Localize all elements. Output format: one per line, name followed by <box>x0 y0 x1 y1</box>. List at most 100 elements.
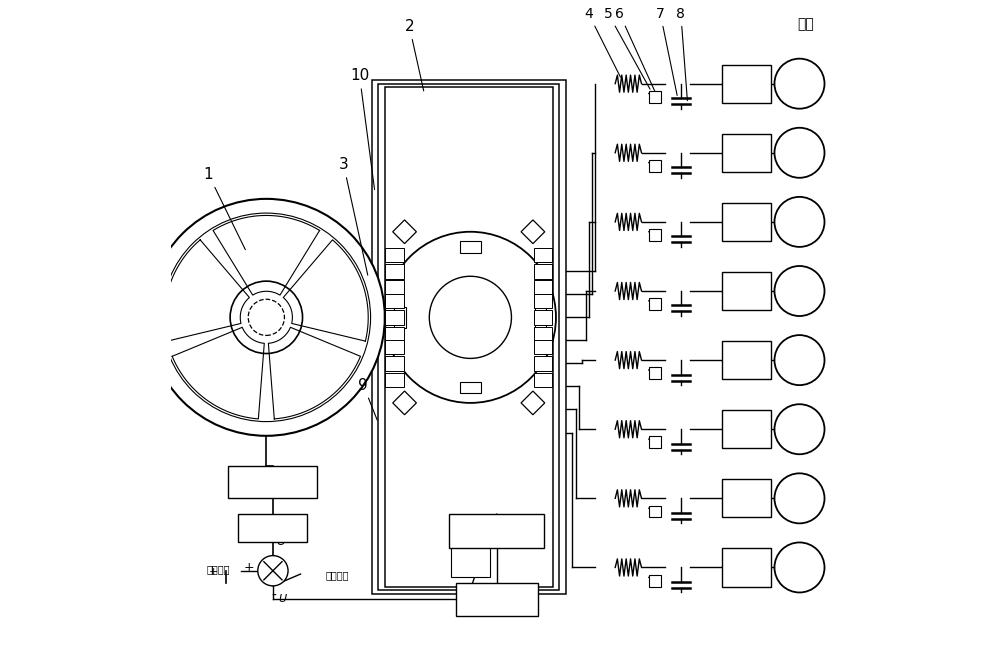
Circle shape <box>774 59 825 108</box>
Text: 10: 10 <box>350 68 375 190</box>
Bar <box>534 310 552 325</box>
Text: M3: M3 <box>790 217 809 227</box>
Bar <box>449 514 544 549</box>
Text: 逆变器: 逆变器 <box>737 355 756 365</box>
Circle shape <box>774 543 825 592</box>
Bar <box>534 356 552 371</box>
Text: 备用: 备用 <box>793 563 806 572</box>
Text: 1: 1 <box>204 167 245 250</box>
Text: *: * <box>287 534 292 544</box>
Circle shape <box>148 199 385 436</box>
Text: M4: M4 <box>790 286 809 296</box>
Bar <box>385 373 404 387</box>
Circle shape <box>162 213 371 422</box>
Text: +: + <box>243 561 254 574</box>
Bar <box>649 298 661 310</box>
Bar <box>460 381 481 393</box>
Circle shape <box>774 197 825 247</box>
Bar <box>385 280 404 295</box>
Bar <box>649 160 661 172</box>
Circle shape <box>774 405 825 454</box>
Text: U: U <box>276 535 285 548</box>
Bar <box>385 248 404 262</box>
Polygon shape <box>164 240 249 341</box>
Text: 6: 6 <box>615 7 657 96</box>
Bar <box>534 340 552 354</box>
Text: M5: M5 <box>790 355 809 365</box>
Circle shape <box>385 232 556 403</box>
Bar <box>534 373 552 387</box>
Bar <box>649 574 661 586</box>
Bar <box>649 229 661 241</box>
Text: 逆变器: 逆变器 <box>737 563 756 572</box>
Text: 逆变器: 逆变器 <box>737 217 756 227</box>
Bar <box>722 65 771 102</box>
Bar <box>534 293 552 308</box>
Text: 逆变器: 逆变器 <box>737 286 756 296</box>
Bar <box>385 327 404 341</box>
Bar <box>535 307 546 328</box>
Bar <box>722 549 771 586</box>
Text: 燃料调节机构: 燃料调节机构 <box>254 477 292 487</box>
Polygon shape <box>283 240 368 341</box>
Circle shape <box>774 266 825 316</box>
Bar <box>534 264 552 278</box>
Text: 其它: 其它 <box>793 493 806 503</box>
Circle shape <box>774 335 825 385</box>
Circle shape <box>230 281 303 354</box>
Bar <box>534 327 552 341</box>
Bar <box>649 506 661 518</box>
Circle shape <box>429 276 511 358</box>
Bar <box>451 531 490 577</box>
Bar <box>722 410 771 448</box>
Text: M2: M2 <box>790 148 809 158</box>
Bar <box>722 479 771 518</box>
Bar <box>722 341 771 379</box>
Bar <box>456 582 538 615</box>
Text: 2: 2 <box>405 19 424 91</box>
Text: PI调节器: PI调节器 <box>259 523 287 533</box>
Text: 逆变器: 逆变器 <box>737 79 756 89</box>
Text: +: + <box>209 566 218 576</box>
Bar <box>460 241 481 253</box>
Bar <box>722 272 771 310</box>
Text: 电压反馈: 电压反馈 <box>326 570 349 580</box>
Bar <box>385 356 404 371</box>
Text: 9: 9 <box>358 377 377 420</box>
Bar <box>372 81 566 594</box>
Text: 3: 3 <box>339 157 368 275</box>
Circle shape <box>248 299 284 335</box>
Text: 4: 4 <box>584 7 621 77</box>
Text: 逆变器: 逆变器 <box>737 148 756 158</box>
Circle shape <box>258 556 288 586</box>
Circle shape <box>774 473 825 524</box>
Text: 数据处理单元: 数据处理单元 <box>476 525 518 538</box>
Bar <box>722 203 771 241</box>
Bar <box>394 307 406 328</box>
Bar <box>385 293 404 308</box>
Bar <box>378 84 559 590</box>
Text: 负载: 负载 <box>798 17 814 32</box>
Bar <box>649 368 661 379</box>
Polygon shape <box>268 327 360 419</box>
Bar <box>385 264 404 278</box>
Text: 5: 5 <box>604 7 650 89</box>
Text: 电压给定: 电压给定 <box>207 564 230 574</box>
Bar <box>238 514 307 542</box>
Text: M6: M6 <box>790 424 809 434</box>
Bar <box>385 340 404 354</box>
Circle shape <box>774 128 825 178</box>
Bar <box>385 87 553 587</box>
Polygon shape <box>172 327 264 419</box>
Text: 反馈系数: 反馈系数 <box>483 592 511 605</box>
Polygon shape <box>213 215 320 295</box>
Text: 逆变器: 逆变器 <box>737 424 756 434</box>
Bar <box>534 248 552 262</box>
Text: M1: M1 <box>790 79 809 89</box>
Bar <box>228 466 317 498</box>
Bar <box>722 134 771 172</box>
Text: 逆变器: 逆变器 <box>737 493 756 503</box>
Bar <box>385 310 404 325</box>
Bar <box>649 91 661 102</box>
Text: -: - <box>272 588 277 603</box>
